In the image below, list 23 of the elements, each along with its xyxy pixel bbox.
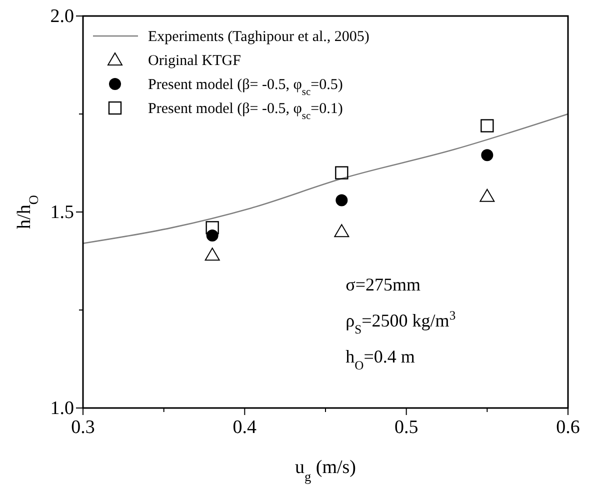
- point: [206, 221, 219, 234]
- point: [336, 194, 348, 206]
- x-tick-label: 0.6: [556, 417, 580, 438]
- legend-label: Original KTGF: [148, 53, 241, 69]
- x-tick-label: 0.5: [394, 417, 418, 438]
- point: [334, 224, 350, 238]
- x-axis-title: u$_{g}$ (m/s): [294, 457, 356, 484]
- legend-label: Present model (β= -0.5, φ$_{sc}$=0.1): [148, 101, 343, 122]
- point: [481, 149, 494, 162]
- point: [480, 119, 494, 132]
- legend-label: Experiments (Taghipour et al., 2005): [148, 29, 370, 45]
- annotation: σ=275mm: [346, 274, 421, 294]
- point: [335, 166, 348, 180]
- x-tick-label: 0.3: [71, 417, 95, 438]
- y-tick-label: 1.5: [50, 202, 74, 223]
- annotation: ρ$_{S}$=2500 kg/m$^{3}$: [346, 308, 456, 336]
- y-tick-label: 2.0: [50, 6, 74, 27]
- annotation: h$_{O}$=0.4 m: [346, 346, 415, 372]
- point: [480, 188, 495, 202]
- x-tick-label: 0.4: [232, 417, 258, 438]
- point: [204, 248, 220, 261]
- y-tick-label: 1.0: [50, 398, 74, 419]
- legend-label: Present model (β= -0.5, φ$_{sc}$=0.5): [148, 77, 343, 98]
